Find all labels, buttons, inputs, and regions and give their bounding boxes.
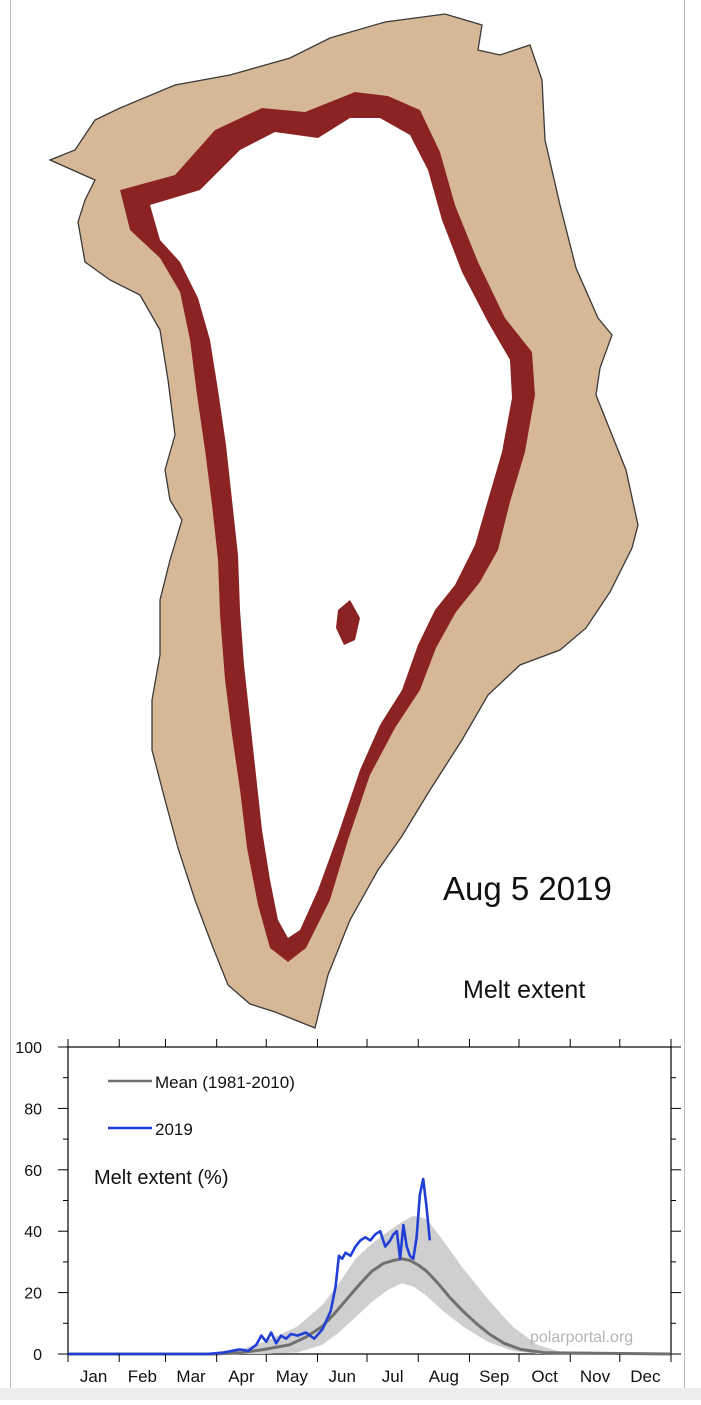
legend-label-2019: 2019 [155,1120,193,1139]
x-tick-label: May [276,1367,309,1386]
y-tick-labels: 0 20 40 60 80 100 [15,1040,42,1364]
y-tick-label: 40 [24,1224,42,1241]
series-lines [68,1177,672,1356]
melt-zone [120,92,535,962]
frame-right-border [684,0,685,1392]
y-tick-label: 100 [15,1040,42,1057]
x-tick-label: Sep [479,1367,509,1386]
x-tick-label: Dec [630,1367,661,1386]
watermark-text: polarportal.org [530,1329,633,1346]
x-tick-label: Jun [329,1367,356,1386]
frame-left-border [10,0,11,1392]
x-tick-label: Oct [531,1367,558,1386]
x-tick-label: Apr [228,1367,255,1386]
x-tick-label: Feb [128,1367,157,1386]
x-tick-label: Aug [429,1367,459,1386]
series-line-2019 [68,1177,432,1356]
y-tick-label: 60 [24,1163,42,1180]
mean-range-band [231,1215,562,1354]
y-tick-label: 80 [24,1101,42,1118]
x-tick-label: Nov [580,1367,611,1386]
chart-title: Melt extent (%) [94,1167,228,1189]
bottom-strip [0,1388,701,1400]
x-tick-labels: Jan Feb Mar Apr May Jun Jul Aug Sep Oct Nov Dec [80,1367,661,1386]
axis-ticks [58,1039,681,1362]
legend-label-mean: Mean (1981-2010) [155,1073,295,1092]
greenland-map [48,13,639,1029]
y-tick-label: 20 [24,1286,42,1303]
map-subtitle: Melt extent [463,976,585,1004]
x-tick-label: Mar [176,1367,206,1386]
map-date-label: Aug 5 2019 [443,870,612,907]
series-line-mean [68,1257,672,1356]
x-tick-label: Jan [80,1367,107,1386]
y-tick-label: 0 [33,1347,42,1364]
interior-melt-patch [336,600,360,645]
legend: Mean (1981-2010) 2019 [108,1073,295,1139]
x-tick-label: Jul [382,1367,404,1386]
inland-ice-sheet [120,92,535,962]
plot-area [67,1046,672,1355]
melt-extent-chart: 0 20 40 60 80 100 Jan Feb Mar Apr May Jun Jul Aug Sep… [15,1039,681,1386]
mean-band-area [231,1215,562,1354]
